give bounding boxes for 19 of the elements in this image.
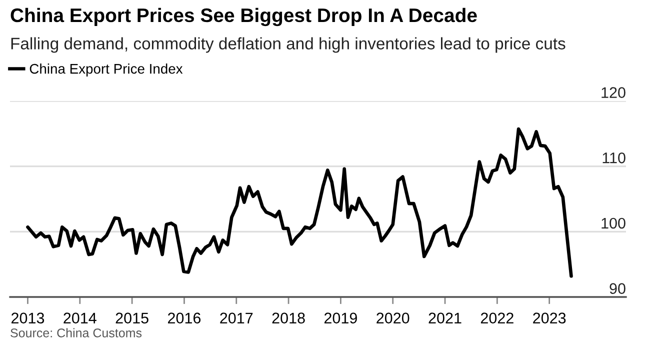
source-note: Source: China Customs [10, 328, 142, 338]
y-tick-label: 120 [602, 87, 626, 98]
x-tick-label: 2013 [12, 312, 44, 324]
x-tick-label: 2016 [168, 312, 201, 324]
x-tick-label: 2018 [272, 312, 305, 324]
x-tick-label: 2014 [64, 312, 96, 324]
chart-title: China Export Prices See Biggest Drop In A Decade [10, 8, 477, 26]
chart-subtitle: Falling demand, commodity deflation and high inventories lead to price cuts [11, 37, 566, 53]
y-tick-label: 90 [610, 283, 626, 294]
y-tick-label: 100 [602, 218, 626, 229]
x-tick-label: 2023 [533, 312, 566, 324]
x-tick-label: 2015 [116, 312, 148, 324]
x-tick-label: 2019 [324, 312, 357, 324]
x-tick-label: 2020 [376, 312, 410, 324]
x-tick-label: 2017 [220, 312, 253, 324]
x-tick-label: 2021 [428, 312, 462, 324]
y-tick-label: 110 [602, 152, 626, 164]
x-tick-label: 2022 [480, 312, 514, 324]
legend-label: China Export Price Index [30, 64, 183, 76]
